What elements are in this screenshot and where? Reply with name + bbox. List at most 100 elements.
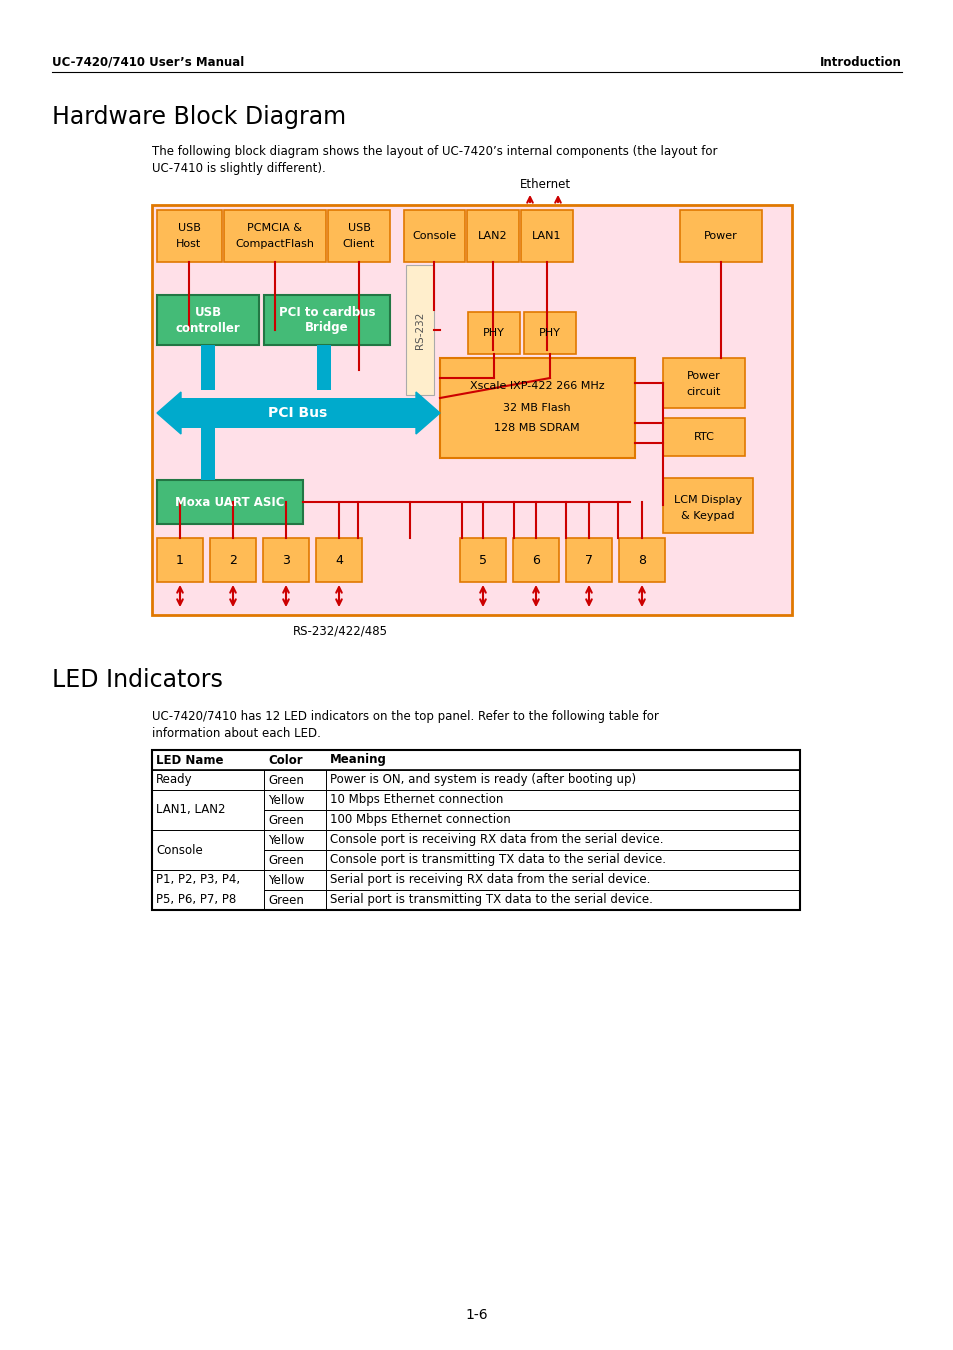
Bar bbox=[513, 539, 558, 582]
Text: USB: USB bbox=[194, 305, 221, 319]
Bar bbox=[152, 769, 800, 790]
Text: 7: 7 bbox=[584, 554, 593, 567]
Bar bbox=[459, 539, 505, 582]
Text: 5: 5 bbox=[478, 554, 486, 567]
Text: Power: Power bbox=[686, 371, 720, 381]
Bar bbox=[263, 539, 309, 582]
Bar bbox=[152, 810, 800, 830]
Bar bbox=[520, 211, 573, 262]
Bar bbox=[264, 296, 390, 346]
Text: Yellow: Yellow bbox=[268, 873, 304, 887]
Bar bbox=[152, 790, 800, 810]
Bar bbox=[662, 478, 752, 533]
Bar bbox=[152, 830, 800, 850]
Text: Console port is receiving RX data from the serial device.: Console port is receiving RX data from t… bbox=[330, 833, 662, 846]
Text: controller: controller bbox=[175, 321, 240, 335]
Text: PHY: PHY bbox=[538, 328, 560, 338]
Text: 128 MB SDRAM: 128 MB SDRAM bbox=[494, 423, 579, 433]
Text: LAN1: LAN1 bbox=[532, 231, 561, 242]
Text: USB: USB bbox=[177, 223, 200, 234]
Text: LAN1, LAN2: LAN1, LAN2 bbox=[156, 794, 225, 806]
Text: 100 Mbps Ethernet connection: 100 Mbps Ethernet connection bbox=[330, 814, 510, 826]
Polygon shape bbox=[416, 392, 439, 433]
Bar bbox=[679, 211, 761, 262]
Text: LAN1, LAN2: LAN1, LAN2 bbox=[156, 803, 225, 817]
Bar bbox=[439, 358, 635, 458]
Text: Xscale IXP-422 266 MHz: Xscale IXP-422 266 MHz bbox=[469, 381, 603, 392]
Bar bbox=[152, 751, 800, 910]
Bar bbox=[406, 265, 434, 396]
Bar bbox=[152, 850, 800, 869]
Bar bbox=[152, 751, 800, 769]
Text: Serial port is transmitting TX data to the serial device.: Serial port is transmitting TX data to t… bbox=[330, 894, 652, 906]
Text: Color: Color bbox=[268, 753, 302, 767]
Bar bbox=[316, 346, 331, 390]
Text: Green: Green bbox=[268, 894, 304, 906]
Text: RS-232: RS-232 bbox=[415, 312, 424, 348]
Text: Console: Console bbox=[156, 833, 203, 846]
Text: Ready: Ready bbox=[156, 774, 193, 787]
Text: Console: Console bbox=[412, 231, 456, 242]
Bar bbox=[201, 428, 214, 481]
Bar bbox=[468, 312, 519, 354]
Text: Meaning: Meaning bbox=[330, 753, 387, 767]
Text: PCI Bus: PCI Bus bbox=[268, 406, 327, 420]
Text: 8: 8 bbox=[638, 554, 645, 567]
Text: Moxa UART ASIC: Moxa UART ASIC bbox=[175, 495, 284, 509]
Text: Power is ON, and system is ready (after booting up): Power is ON, and system is ready (after … bbox=[330, 774, 636, 787]
Bar bbox=[157, 211, 222, 262]
Text: circuit: circuit bbox=[686, 387, 720, 397]
Text: Hardware Block Diagram: Hardware Block Diagram bbox=[52, 105, 346, 130]
Text: UC-7410 is slightly different).: UC-7410 is slightly different). bbox=[152, 162, 325, 176]
Text: RTC: RTC bbox=[693, 432, 714, 441]
Text: information about each LED.: information about each LED. bbox=[152, 728, 320, 740]
Bar bbox=[157, 481, 303, 524]
Text: RS-232/422/485: RS-232/422/485 bbox=[293, 625, 387, 639]
Text: UC-7420/7410 has 12 LED indicators on the top panel. Refer to the following tabl: UC-7420/7410 has 12 LED indicators on th… bbox=[152, 710, 659, 724]
Text: LED Name: LED Name bbox=[156, 753, 223, 767]
Text: P1, P2, P3, P4,: P1, P2, P3, P4, bbox=[156, 873, 240, 887]
Bar bbox=[152, 890, 800, 910]
Text: Console port is transmitting TX data to the serial device.: Console port is transmitting TX data to … bbox=[330, 853, 665, 867]
Bar bbox=[224, 211, 326, 262]
Bar bbox=[152, 205, 791, 616]
Text: Green: Green bbox=[268, 814, 304, 826]
Bar bbox=[152, 791, 263, 829]
Text: CompactFlash: CompactFlash bbox=[235, 239, 314, 248]
Text: 2: 2 bbox=[229, 554, 236, 567]
Bar bbox=[201, 346, 214, 390]
Bar bbox=[157, 539, 203, 582]
Text: PCI to cardbus: PCI to cardbus bbox=[278, 305, 375, 319]
Text: 1-6: 1-6 bbox=[465, 1308, 488, 1322]
Bar bbox=[403, 211, 464, 262]
Text: 32 MB Flash: 32 MB Flash bbox=[502, 404, 570, 413]
Text: LED Indicators: LED Indicators bbox=[52, 668, 223, 693]
Text: Serial port is receiving RX data from the serial device.: Serial port is receiving RX data from th… bbox=[330, 873, 650, 887]
Text: LAN2: LAN2 bbox=[477, 231, 507, 242]
Text: 10 Mbps Ethernet connection: 10 Mbps Ethernet connection bbox=[330, 794, 503, 806]
Text: Yellow: Yellow bbox=[268, 794, 304, 806]
Bar bbox=[157, 296, 258, 346]
Text: PHY: PHY bbox=[482, 328, 504, 338]
Text: Client: Client bbox=[342, 239, 375, 248]
Text: Ethernet: Ethernet bbox=[518, 178, 570, 192]
Text: 1: 1 bbox=[176, 554, 184, 567]
Text: Bridge: Bridge bbox=[305, 321, 349, 335]
Bar bbox=[662, 418, 744, 456]
Bar bbox=[315, 539, 361, 582]
Bar bbox=[467, 211, 518, 262]
Text: Introduction: Introduction bbox=[820, 55, 901, 69]
Text: Console: Console bbox=[156, 844, 203, 856]
Bar bbox=[152, 871, 263, 909]
Bar bbox=[618, 539, 664, 582]
Text: P1, P2, P3, P4,: P1, P2, P3, P4, bbox=[156, 873, 240, 887]
Text: USB: USB bbox=[347, 223, 370, 234]
Bar bbox=[181, 398, 416, 428]
Text: Green: Green bbox=[268, 853, 304, 867]
Text: The following block diagram shows the layout of UC-7420’s internal components (t: The following block diagram shows the la… bbox=[152, 144, 717, 158]
Bar bbox=[152, 832, 263, 869]
Polygon shape bbox=[157, 392, 181, 433]
Text: 4: 4 bbox=[335, 554, 342, 567]
Bar bbox=[152, 869, 800, 890]
Text: LCM Display: LCM Display bbox=[673, 495, 741, 505]
